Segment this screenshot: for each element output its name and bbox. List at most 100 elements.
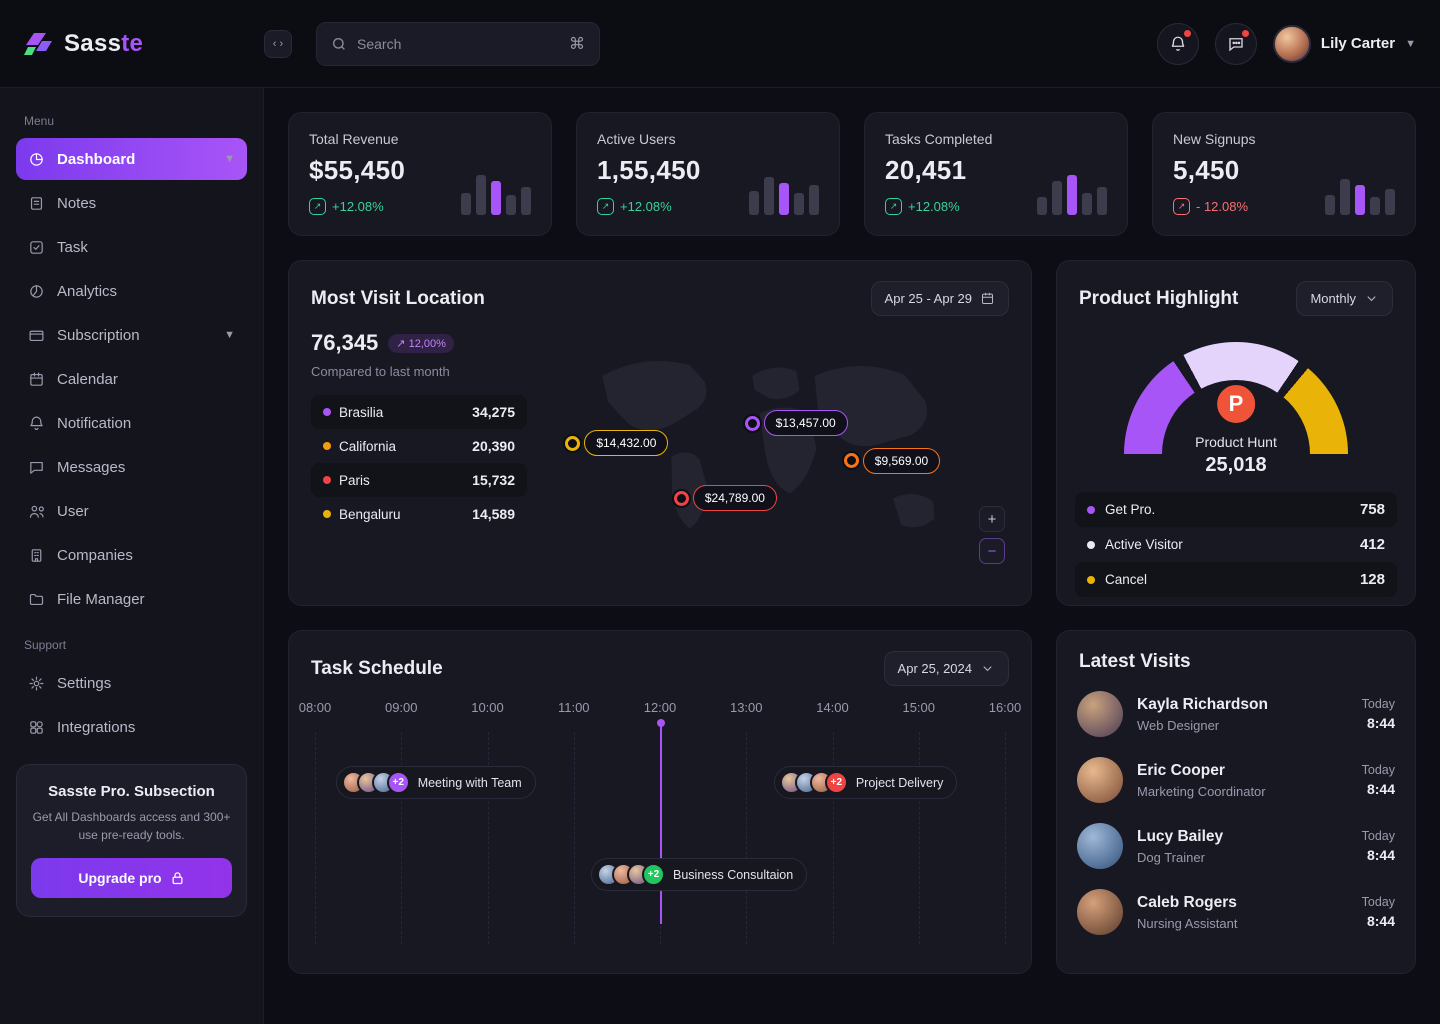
- messages-button[interactable]: [1214, 22, 1257, 65]
- stat-value: 20,451: [885, 155, 967, 185]
- sidebar-item-label: Notification: [57, 414, 132, 432]
- gear-icon: [28, 675, 45, 692]
- sidebar-collapse-button[interactable]: ‹ ›: [264, 29, 292, 58]
- location-row: Brasilia 34,275: [311, 395, 527, 429]
- pro-upsell-title: Sasste Pro. Subsection: [48, 783, 215, 800]
- event-label: Business Consultaion: [673, 867, 794, 882]
- sidebar-item-settings[interactable]: Settings: [16, 662, 247, 704]
- upgrade-pro-button[interactable]: Upgrade pro: [31, 858, 232, 898]
- world-map[interactable]: $14,432.00 $13,457.00 $9,569.00 $24,789.…: [537, 330, 1009, 580]
- brand-name-accent: te: [121, 29, 144, 57]
- time-label: 16:00: [988, 700, 1022, 715]
- map-price-pin[interactable]: $13,457.00: [744, 410, 848, 436]
- topbar: Sasste ‹ › ⌘ Lily Carter ▼: [0, 0, 1440, 88]
- more-attendees-badge: +2: [642, 863, 665, 886]
- message-badge-dot: [1241, 29, 1249, 37]
- latest-visits-card: Latest Visits Kayla Richardson Web Design…: [1056, 630, 1416, 974]
- sidebar-item-companies[interactable]: Companies: [16, 534, 247, 576]
- trend-up-icon: ↗: [885, 198, 902, 215]
- stat-value: 1,55,450: [597, 155, 701, 185]
- time-label: 08:00: [298, 700, 332, 715]
- location-dot: [323, 408, 331, 416]
- notifications-button[interactable]: [1156, 22, 1199, 65]
- stat-label: New Signups: [1173, 131, 1256, 147]
- sidebar-item-integrations[interactable]: Integrations: [16, 706, 247, 748]
- time-label: 14:00: [816, 700, 849, 715]
- card-title: Task Schedule: [311, 657, 443, 679]
- sidebar-item-dashboard[interactable]: Dashboard ▼: [16, 138, 247, 180]
- pro-upsell-body: Get All Dashboards access and 300+ use p…: [32, 810, 231, 842]
- sidebar-item-notification[interactable]: Notification: [16, 402, 247, 444]
- gauge-center-value: 25,018: [1205, 454, 1267, 476]
- location-row: California 20,390: [311, 429, 527, 463]
- event-label: Meeting with Team: [417, 775, 522, 790]
- legend-row: Cancel 128: [1075, 562, 1397, 597]
- building-icon: [28, 547, 45, 564]
- sidebar-item-analytics[interactable]: Analytics: [16, 270, 247, 312]
- sidebar-item-calendar[interactable]: Calendar: [16, 358, 247, 400]
- subscription-icon: [28, 327, 45, 344]
- gauge-center-label: Product Hunt: [1195, 434, 1277, 450]
- schedule-date-select[interactable]: Apr 25, 2024: [883, 651, 1009, 686]
- calendar-icon: [28, 371, 45, 388]
- stat-card-active-users: Active Users 1,55,450 ↗ +12.08%: [576, 112, 840, 236]
- task-schedule-card: Task Schedule Apr 25, 2024 08:00 09:00 1…: [288, 630, 1032, 974]
- chevron-down-icon: ▼: [1405, 37, 1416, 50]
- time-label: 10:00: [471, 700, 504, 715]
- event-meeting-with-team[interactable]: +2 Meeting with Team: [335, 766, 536, 799]
- stat-delta: ↗ - 12.08%: [1173, 198, 1256, 215]
- notification-badge-dot: [1183, 29, 1191, 37]
- location-dot: [323, 442, 331, 450]
- list-item[interactable]: Kayla Richardson Web Designer Today 8:44: [1077, 681, 1395, 747]
- bell-icon: [28, 415, 45, 432]
- legend-dot: [1087, 540, 1095, 549]
- visit-compare-label: Compared to last month: [311, 364, 450, 379]
- date-range-button[interactable]: Apr 25 - Apr 29: [870, 281, 1009, 316]
- stat-value: 5,450: [1173, 155, 1240, 185]
- brand: Sasste: [24, 30, 240, 58]
- time-label: 09:00: [384, 700, 418, 715]
- product-hunt-logo: P: [1214, 382, 1258, 426]
- trend-down-icon: ↗: [1173, 198, 1190, 215]
- sidebar-item-label: Integrations: [57, 718, 136, 736]
- brand-name-primary: Sass: [64, 29, 122, 57]
- legend-dot: [1087, 575, 1095, 584]
- search-bar[interactable]: ⌘: [316, 21, 600, 66]
- stat-value: $55,450: [309, 155, 406, 185]
- search-input[interactable]: [357, 35, 559, 52]
- brand-logo-icon: [24, 32, 52, 55]
- list-item[interactable]: Caleb Rogers Nursing Assistant Today 8:44: [1077, 879, 1395, 945]
- sidebar-item-label: User: [57, 502, 89, 520]
- sidebar-item-label: Companies: [57, 546, 133, 564]
- sidebar-item-user[interactable]: User: [16, 490, 247, 532]
- sidebar-item-subscription[interactable]: Subscription ▼: [16, 314, 247, 356]
- card-title: Product Highlight: [1079, 287, 1239, 309]
- visit-total: 76,345: [311, 330, 379, 355]
- search-icon: [333, 37, 345, 50]
- user-menu[interactable]: Lily Carter ▼: [1272, 24, 1416, 63]
- event-project-delivery[interactable]: +2 Project Delivery: [773, 766, 958, 799]
- chevron-down-icon: [1367, 296, 1376, 302]
- sidebar-item-task[interactable]: Task: [16, 226, 247, 268]
- map-price-pin[interactable]: $24,789.00: [673, 485, 777, 511]
- gauge-legend: Get Pro. 758 Active Visitor 412 Cancel 128: [1057, 454, 1415, 597]
- sparkline: [1037, 131, 1107, 217]
- event-business-consultation[interactable]: +2 Business Consultaion: [591, 858, 808, 891]
- time-label: 13:00: [729, 700, 763, 715]
- sidebar-item-messages[interactable]: Messages: [16, 446, 247, 488]
- period-select[interactable]: Monthly: [1296, 281, 1393, 316]
- sidebar-item-file-manager[interactable]: File Manager: [16, 578, 247, 620]
- map-price-pin[interactable]: $9,569.00: [843, 447, 941, 474]
- sidebar: Menu Dashboard ▼ Notes Task Analytics Su…: [0, 88, 264, 1024]
- sidebar-item-notes[interactable]: Notes: [16, 182, 247, 224]
- map-pin-dot: [565, 435, 581, 451]
- zoom-in-button[interactable]: +: [979, 506, 1005, 532]
- sparkline: [1325, 131, 1395, 217]
- avatar: [1077, 757, 1123, 803]
- list-item[interactable]: Eric Cooper Marketing Coordinator Today 8:…: [1077, 747, 1395, 813]
- zoom-out-button[interactable]: −: [979, 538, 1005, 564]
- task-icon: [28, 239, 45, 256]
- location-dot: [323, 476, 331, 484]
- list-item[interactable]: Lucy Bailey Dog Trainer Today 8:44: [1077, 813, 1395, 879]
- map-price-pin[interactable]: $14,432.00: [565, 430, 669, 456]
